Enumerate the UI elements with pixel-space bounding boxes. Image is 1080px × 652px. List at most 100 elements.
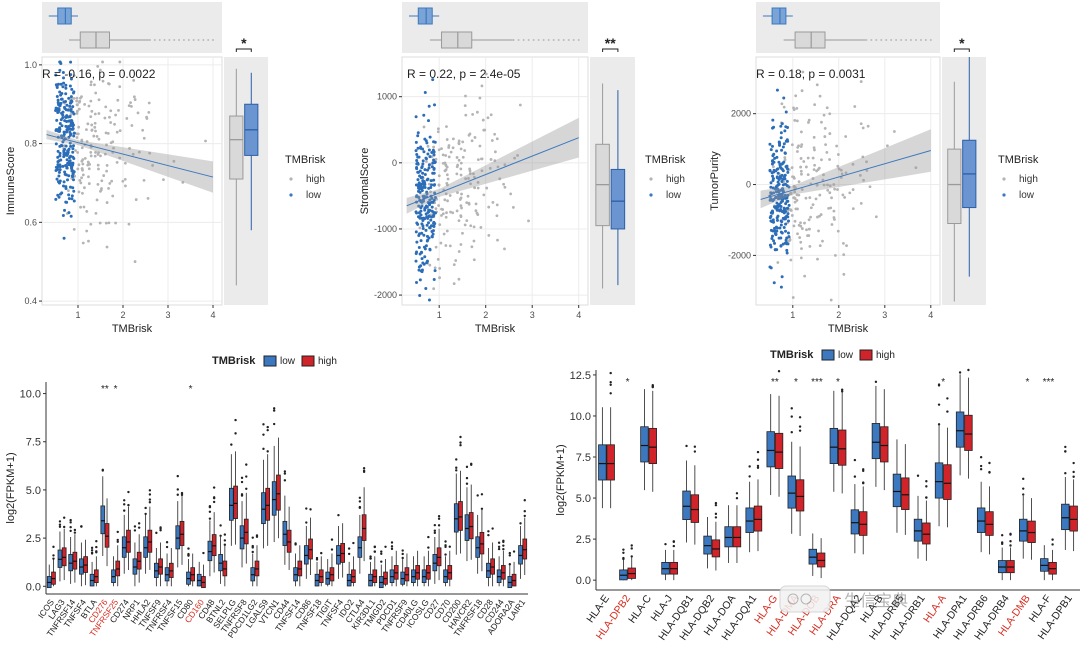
significance-marker: *** xyxy=(1043,377,1055,388)
point-high xyxy=(445,125,448,129)
point-high xyxy=(116,98,120,102)
point-low xyxy=(419,239,423,243)
top-box-outlier xyxy=(552,39,555,41)
point-high xyxy=(468,132,472,136)
point-high xyxy=(455,172,459,176)
point-high xyxy=(436,127,440,131)
point-low xyxy=(433,183,437,187)
box-outlier xyxy=(714,512,718,516)
point-low xyxy=(786,193,790,197)
box-outlier xyxy=(937,423,941,426)
legend-label-high: high xyxy=(876,350,895,361)
box-outlier xyxy=(180,493,184,497)
top-box-outlier xyxy=(557,39,560,41)
point-low xyxy=(774,233,778,237)
box-low xyxy=(518,545,523,565)
box-outlier xyxy=(90,546,94,550)
point-high xyxy=(432,145,436,149)
box-low xyxy=(976,507,986,533)
point-high xyxy=(483,128,487,132)
box-outlier xyxy=(69,518,72,522)
point-low xyxy=(414,149,418,153)
box-outlier xyxy=(685,444,688,448)
point-low xyxy=(426,119,430,123)
point-low xyxy=(785,251,789,255)
point-low xyxy=(426,238,430,242)
point-high xyxy=(104,131,108,135)
legend-key-low xyxy=(649,193,653,197)
point-high xyxy=(797,193,801,197)
point-low xyxy=(420,188,424,192)
point-low xyxy=(423,172,427,176)
box-outlier xyxy=(714,501,718,505)
point-low xyxy=(430,150,434,154)
box-high xyxy=(179,520,185,546)
point-high xyxy=(807,121,810,124)
top-box-outlier xyxy=(197,39,200,41)
box-low xyxy=(850,509,860,535)
box-low xyxy=(640,426,649,463)
box-outlier xyxy=(148,501,152,504)
point-high xyxy=(109,109,113,113)
box-low xyxy=(207,540,213,562)
box-outlier xyxy=(427,535,430,539)
point-high xyxy=(428,263,432,267)
box-outlier xyxy=(756,458,760,461)
significance-marker: * xyxy=(241,35,247,51)
point-low xyxy=(426,177,430,181)
point-high xyxy=(89,115,93,118)
point-low xyxy=(417,196,421,200)
point-high xyxy=(105,245,109,249)
point-low xyxy=(58,104,62,108)
point-high xyxy=(816,168,820,171)
point-high xyxy=(447,155,451,159)
point-low xyxy=(774,225,778,229)
point-low xyxy=(432,224,436,228)
point-low xyxy=(432,178,436,182)
point-high xyxy=(101,79,105,83)
point-high xyxy=(459,204,463,208)
point-high xyxy=(112,146,115,150)
box-high xyxy=(1027,520,1036,543)
box-low xyxy=(475,536,481,558)
point-high xyxy=(804,165,808,169)
top-box-outlier xyxy=(875,39,878,41)
box-outlier xyxy=(69,525,72,529)
legend-key-high xyxy=(859,349,873,361)
point-high xyxy=(813,103,817,107)
point-high xyxy=(464,94,467,98)
point-high xyxy=(457,219,461,223)
point-low xyxy=(61,70,65,74)
point-high xyxy=(204,139,207,143)
point-low xyxy=(61,140,65,144)
point-high xyxy=(105,169,109,173)
point-low xyxy=(416,178,420,182)
point-low xyxy=(430,230,434,234)
box-outlier xyxy=(925,480,928,483)
point-low xyxy=(781,169,785,173)
fit-line xyxy=(406,137,579,207)
box-outlier xyxy=(609,383,612,386)
point-high xyxy=(142,178,146,182)
point-low xyxy=(775,201,779,205)
point-low xyxy=(769,185,773,189)
box-outlier xyxy=(58,520,62,523)
box-high xyxy=(943,464,952,500)
point-high xyxy=(503,247,506,251)
y-tick-label: 0.8 xyxy=(24,139,37,149)
point-high xyxy=(429,190,432,194)
box-outlier xyxy=(840,388,844,391)
point-low xyxy=(62,134,66,138)
point-low xyxy=(61,85,65,89)
point-low xyxy=(68,141,72,145)
point-high xyxy=(132,95,136,99)
box-low xyxy=(745,507,754,533)
scatter-panel-purity: R = 0.18, p = 0.0031 1 2 3 4 -2000 0 2000 TMBris… xyxy=(709,2,1039,335)
box-outlier xyxy=(101,468,104,472)
point-high xyxy=(454,259,458,262)
point-low xyxy=(786,170,790,174)
point-low xyxy=(417,268,421,272)
point-low xyxy=(786,206,790,210)
point-high xyxy=(83,156,87,160)
point-low xyxy=(65,103,69,107)
